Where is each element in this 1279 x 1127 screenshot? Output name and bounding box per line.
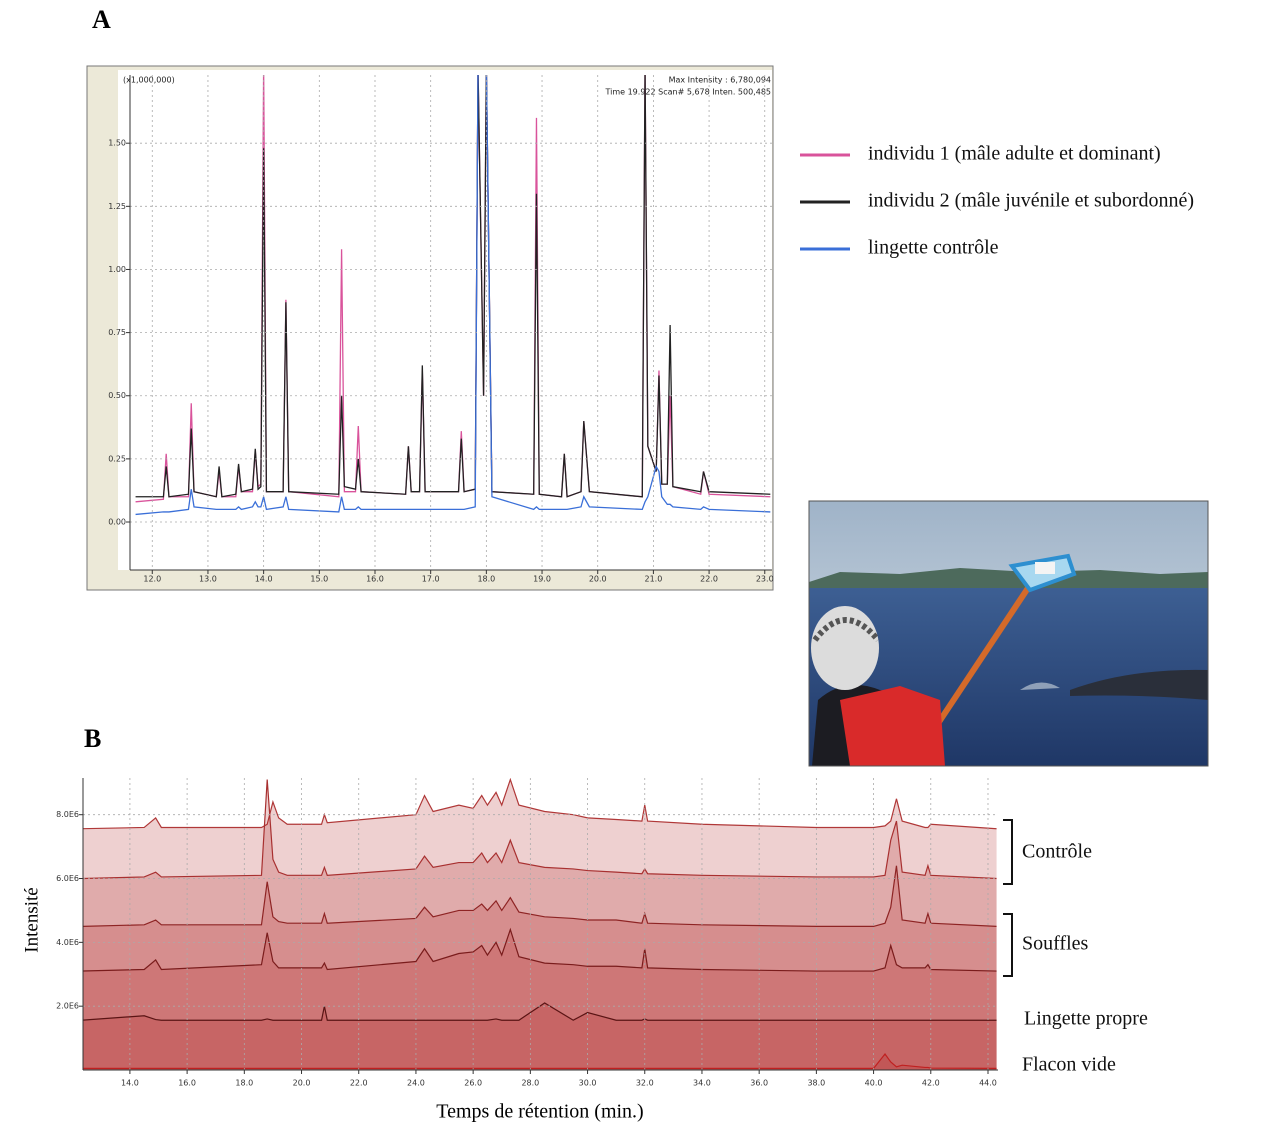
x-tick-label: 28.0 [521,1079,539,1088]
annotation: Max Intensity : 6,780,094 [669,76,771,85]
x-tick-label: 21.0 [644,575,662,584]
photo [808,500,1209,767]
x-tick-label: 20.0 [589,575,607,584]
x-tick-label: 34.0 [693,1079,711,1088]
series-line [83,1053,997,1069]
x-tick-label: 14.0 [255,575,273,584]
x-tick-label: 24.0 [407,1079,425,1088]
series-line [83,779,997,880]
x-tick-label: 13.0 [199,575,217,584]
x-tick-label: 16.0 [178,1079,196,1088]
x-tick-label: 23.0 [756,575,774,584]
series-label: Flacon vide [1022,1054,1116,1076]
x-tick-label: 12.0 [143,575,161,584]
x-tick-label: 18.0 [477,575,495,584]
legend-label: lingette contrôle [868,237,999,259]
plot [83,778,997,1070]
plot [135,75,771,516]
series-line [83,1002,997,1021]
series-line [83,927,997,972]
x-tick-label: 42.0 [922,1079,940,1088]
plot-area [118,70,772,570]
series-line [83,865,997,927]
x-tick-label: 36.0 [750,1079,768,1088]
x-tick-label: 20.0 [293,1079,311,1088]
panel-label: B [84,724,101,753]
series-area [83,779,997,1070]
series-line [135,75,771,516]
x-tick-label: 19.0 [533,575,551,584]
x-axis-label: Temps de rétention (min.) [436,1101,643,1123]
x-tick-label: 16.0 [366,575,384,584]
y-tick-label: 0.00 [108,518,126,527]
y-tick-label: 6.0E6 [56,874,79,883]
y-tick-label: 0.50 [108,391,126,400]
x-tick-label: 14.0 [121,1079,139,1088]
series-line [135,75,771,498]
series-area [83,779,997,1070]
x-tick-label: 22.0 [350,1079,368,1088]
annotation: (x1,000,000) [123,76,175,85]
x-tick-label: 32.0 [636,1079,654,1088]
x-tick-label: 40.0 [865,1079,883,1088]
legend-label: individu 2 (mâle juvénile et subordonné) [868,190,1194,212]
y-tick-label: 4.0E6 [56,938,79,947]
y-tick-label: 0.75 [108,328,126,337]
x-tick-label: 17.0 [422,575,440,584]
y-tick-label: 1.00 [108,265,126,274]
group-label: Contrôle [1022,841,1092,863]
y-tick-label: 1.25 [108,202,126,211]
panel-label: A [92,5,111,34]
series-line [83,778,997,830]
y-tick-label: 0.25 [108,454,126,463]
x-tick-label: 38.0 [807,1079,825,1088]
series-area [83,929,997,1070]
series-area [83,1002,997,1070]
x-tick-label: 18.0 [235,1079,253,1088]
x-tick-label: 22.0 [700,575,718,584]
y-tick-label: 2.0E6 [56,1002,79,1011]
y-axis-label: Intensité [21,887,42,952]
group-label: Souffles [1022,933,1089,955]
x-tick-label: 30.0 [579,1079,597,1088]
annotation: Time 19.922 Scan# 5,678 Inten. 500,485 [604,88,771,97]
x-tick-label: 15.0 [310,575,328,584]
y-tick-label: 1.50 [108,139,126,148]
series-label: Lingette propre [1024,1008,1148,1030]
series-area [83,865,997,1070]
legend-label: individu 1 (mâle adulte et dominant) [868,143,1161,165]
x-tick-label: 44.0 [979,1079,997,1088]
series-area [83,1054,997,1070]
x-tick-label: 26.0 [464,1079,482,1088]
bracket [1003,913,1013,977]
y-tick-label: 8.0E6 [56,810,79,819]
bracket [1003,819,1013,885]
